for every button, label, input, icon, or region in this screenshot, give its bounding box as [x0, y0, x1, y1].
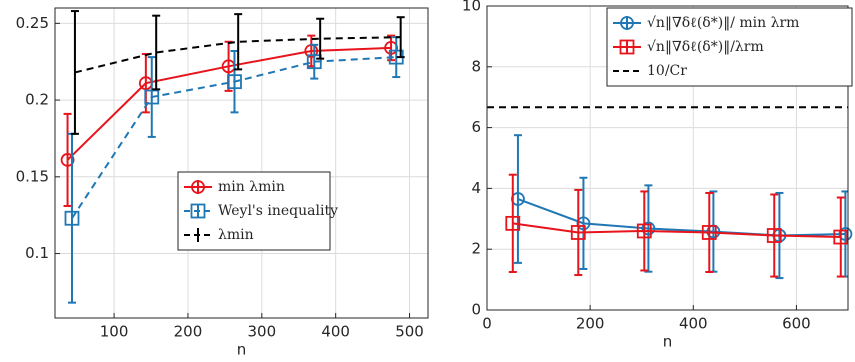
- marker: [60, 153, 75, 167]
- y-tick-label: 0.15: [16, 167, 49, 185]
- error-bar: [705, 191, 714, 273]
- error-bar: [230, 49, 239, 114]
- legend-label: √n‖∇δℓ(δ*)‖/ min λrm: [647, 15, 799, 31]
- marker: [191, 180, 205, 194]
- legend: min λmin Weyl's inequality λmin: [177, 171, 338, 251]
- error-bar: [508, 173, 517, 273]
- y-tick-label: 2: [471, 240, 481, 258]
- marker: [227, 74, 242, 90]
- error-bar: [836, 196, 845, 278]
- marker: [306, 54, 322, 70]
- plot-frame: [54, 7, 429, 319]
- marker: [838, 227, 853, 241]
- x-tick-label: 0: [482, 315, 492, 333]
- error-bar: [574, 188, 583, 277]
- marker: [641, 221, 656, 236]
- x-axis-label: n: [663, 333, 673, 351]
- error-bar: [396, 16, 405, 59]
- error-bar: [644, 184, 653, 273]
- marker: [766, 228, 782, 243]
- x-tick-label: 600: [782, 315, 811, 333]
- legend-label: min λmin: [218, 179, 285, 195]
- legend-label: 10/Cr: [647, 63, 687, 79]
- x-tick-label: 100: [100, 323, 129, 341]
- legend: √n‖∇δℓ(δ*)‖/ min λrm √n‖∇δℓ(δ*)‖/λrm 10/Cr: [606, 7, 853, 87]
- marker: [619, 39, 635, 55]
- marker: [636, 223, 652, 239]
- error-bar: [770, 193, 779, 278]
- y-tick-label: 4: [471, 179, 481, 197]
- error-bar: [70, 10, 79, 135]
- legend-label: √n‖∇δℓ(δ*)‖/λrm: [647, 39, 764, 55]
- x-tick-label: 500: [395, 323, 424, 341]
- plot-frame: [486, 5, 849, 311]
- marker: [505, 215, 521, 231]
- x-tick-label: 400: [679, 315, 708, 333]
- y-tick-label: 8: [471, 57, 481, 75]
- legend-box: [606, 7, 853, 87]
- y-tick-label: 0: [471, 301, 481, 319]
- marker: [833, 229, 849, 245]
- y-tick-label: 0.2: [25, 91, 49, 109]
- error-bar: [513, 134, 522, 264]
- x-tick-label: 200: [174, 323, 203, 341]
- x-tick-label: 200: [576, 315, 605, 333]
- error-bar: [234, 13, 243, 71]
- marker: [701, 225, 717, 240]
- x-tick-label: 300: [247, 323, 276, 341]
- error-bar: [387, 34, 396, 62]
- marker: [64, 210, 80, 226]
- x-axis-label: n: [237, 341, 247, 359]
- error-bar: [310, 43, 319, 80]
- error-bar: [152, 14, 161, 91]
- y-tick-label: 6: [471, 118, 481, 136]
- marker: [144, 89, 160, 105]
- error-bar: [640, 190, 649, 272]
- x-tick-label: 400: [321, 323, 350, 341]
- y-tick-label: 0.25: [16, 14, 49, 32]
- series-line: [512, 222, 841, 239]
- y-tick-label: 10: [462, 0, 481, 15]
- error-bar: [147, 56, 156, 138]
- error-bar: [63, 112, 72, 207]
- marker: [620, 16, 634, 30]
- y-tick-label: 0.1: [25, 244, 49, 262]
- legend-label: Weyl's inequality: [218, 203, 338, 219]
- marker: [570, 225, 586, 240]
- marker: [190, 203, 206, 219]
- error-bar: [316, 17, 325, 60]
- error-bar: [579, 176, 588, 270]
- legend-label: λmin: [218, 227, 254, 243]
